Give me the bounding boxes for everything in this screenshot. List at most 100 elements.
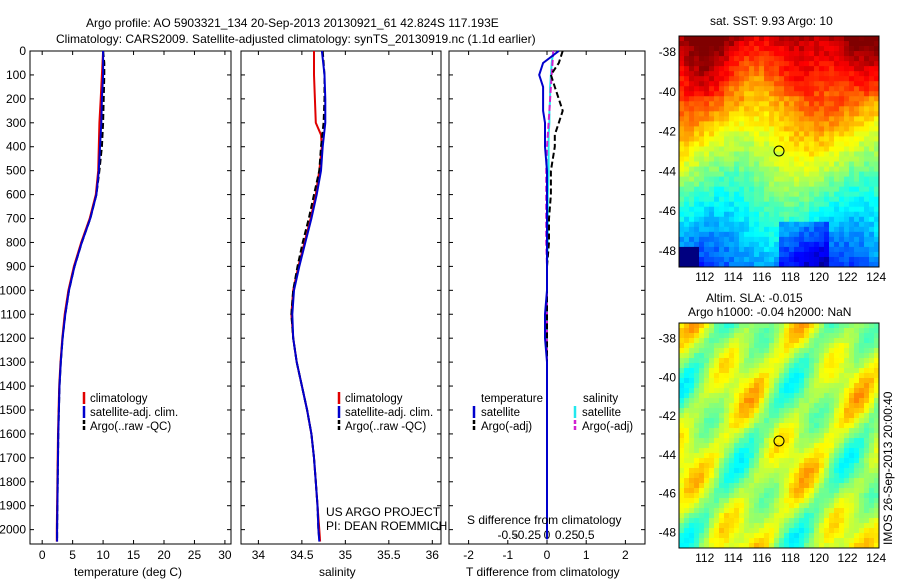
- legend-label-argo: Argo(..raw -QC): [345, 421, 426, 433]
- map-cell: [834, 468, 840, 474]
- map-cell: [709, 338, 715, 344]
- map-cell: [779, 236, 785, 243]
- map-cell: [814, 443, 820, 449]
- map-cell: [754, 458, 760, 464]
- map-cell: [834, 408, 840, 414]
- map-cell: [729, 221, 735, 228]
- legend-label-s-argo: Argo(-adj): [582, 421, 633, 433]
- sst-map-y-tick-label: -44: [659, 164, 677, 178]
- map-cell: [809, 186, 815, 193]
- map-cell: [834, 338, 840, 344]
- map-cell: [679, 518, 685, 524]
- map-cell: [769, 46, 775, 52]
- map-cell: [704, 343, 710, 349]
- map-cell: [704, 513, 710, 519]
- map-cell: [699, 126, 705, 132]
- map-cell: [709, 226, 715, 233]
- map-cell: [824, 211, 830, 218]
- map-cell: [814, 41, 820, 47]
- map-cell: [774, 36, 780, 42]
- map-cell: [809, 473, 815, 479]
- map-cell: [704, 423, 710, 429]
- map-cell: [789, 443, 795, 449]
- map-cell: [829, 403, 835, 409]
- map-cell: [819, 413, 825, 419]
- map-cell: [679, 161, 685, 167]
- map-cell: [839, 373, 845, 379]
- map-cell: [784, 373, 790, 379]
- map-cell: [854, 348, 860, 354]
- map-cell: [819, 206, 825, 213]
- map-cell: [729, 51, 735, 57]
- map-cell: [859, 483, 865, 489]
- map-cell: [864, 196, 870, 203]
- map-cell: [809, 201, 815, 208]
- map-cell: [799, 246, 805, 253]
- map-cell: [859, 251, 865, 258]
- map-cell: [759, 378, 765, 384]
- map-cell: [829, 51, 835, 57]
- map-cell: [779, 468, 785, 474]
- map-cell: [709, 41, 715, 47]
- map-cell: [699, 96, 705, 102]
- map-cell: [769, 333, 775, 339]
- map-cell: [714, 463, 720, 469]
- map-cell: [729, 106, 735, 112]
- map-cell: [764, 176, 770, 183]
- map-cell: [799, 226, 805, 233]
- diff-s-x-tick-label: -0.5: [497, 528, 518, 542]
- map-cell: [814, 176, 820, 183]
- map-cell: [704, 126, 710, 132]
- map-cell: [869, 513, 875, 519]
- diff-t-x-tick-label: 0: [544, 548, 551, 562]
- map-cell: [699, 241, 705, 248]
- map-cell: [779, 518, 785, 524]
- map-cell: [804, 338, 810, 344]
- map-cell: [734, 231, 740, 238]
- sst-map-x-tick-label: 118: [781, 270, 800, 284]
- map-cell: [854, 533, 860, 539]
- map-cell: [684, 151, 690, 157]
- map-cell: [829, 81, 835, 87]
- map-cell: [774, 418, 780, 424]
- map-cell: [849, 241, 855, 248]
- map-cell: [779, 393, 785, 399]
- map-cell: [874, 221, 880, 228]
- map-cell: [709, 186, 715, 193]
- map-cell: [809, 216, 815, 223]
- map-cell: [699, 196, 705, 203]
- map-cell: [859, 408, 865, 414]
- map-cell: [714, 348, 720, 354]
- map-cell: [869, 151, 875, 157]
- map-cell: [849, 443, 855, 449]
- map-cell: [854, 186, 860, 193]
- map-cell: [874, 151, 880, 157]
- map-cell: [719, 393, 725, 399]
- map-cell: [719, 116, 725, 122]
- map-cell: [734, 538, 740, 544]
- map-cell: [829, 488, 835, 494]
- map-cell: [844, 373, 850, 379]
- map-cell: [779, 36, 785, 42]
- map-cell: [724, 373, 730, 379]
- map-cell: [709, 398, 715, 404]
- map-cell: [754, 171, 760, 178]
- map-cell: [769, 251, 775, 258]
- map-cell: [709, 241, 715, 248]
- map-cell: [814, 473, 820, 479]
- map-cell: [859, 478, 865, 484]
- map-cell: [694, 363, 700, 369]
- map-cell: [824, 433, 830, 439]
- map-cell: [689, 91, 695, 97]
- map-cell: [779, 388, 785, 394]
- map-cell: [829, 328, 835, 334]
- map-cell: [789, 503, 795, 509]
- map-cell: [864, 353, 870, 359]
- map-cell: [764, 478, 770, 484]
- map-cell: [799, 121, 805, 127]
- map-cell: [864, 378, 870, 384]
- map-cell: [874, 171, 880, 178]
- map-cell: [749, 196, 755, 203]
- map-cell: [864, 91, 870, 97]
- map-cell: [704, 56, 710, 62]
